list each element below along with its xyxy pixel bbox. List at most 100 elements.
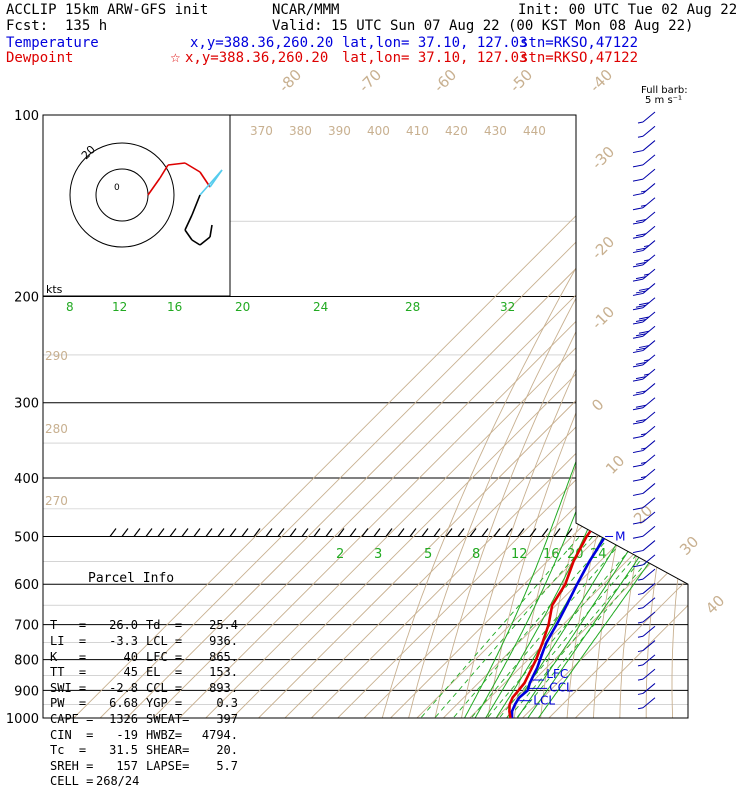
wind-barb (633, 483, 655, 495)
wind-barb-flag (633, 165, 643, 167)
theta-side-label: 290 (45, 349, 68, 363)
wind-barb (633, 283, 655, 295)
parcel-info-key: EL = (138, 665, 198, 681)
wind-barb-flag (633, 251, 643, 253)
parcel-info-value: 25.4 (198, 618, 238, 634)
wind-barb-flag (633, 279, 643, 281)
parcel-info-value: -2.8 (96, 681, 138, 697)
wind-barb-flag (633, 365, 643, 367)
hatch-mark (230, 528, 236, 536)
dewpoint-point (518, 690, 520, 692)
parcel-info-key: SREH = (50, 759, 96, 775)
wind-barb-flag (633, 393, 643, 395)
wind-barb (633, 526, 655, 538)
wind-barb (633, 398, 655, 410)
theta-label: 380 (289, 124, 312, 138)
theta-side-label: 280 (45, 422, 68, 436)
parcel-info-value: 1326 (96, 712, 138, 728)
temperature-point (556, 624, 558, 626)
dewpoint-point (586, 536, 588, 538)
dry-adiabat-line (566, 115, 740, 731)
dewpoint-point (510, 717, 512, 719)
dewpoint-point (612, 442, 614, 444)
wind-barb-half (638, 579, 643, 580)
wind-barb-half (638, 122, 643, 123)
pressure-tick-label: 600 (14, 578, 39, 593)
dewpoint-point (509, 704, 511, 706)
parcel-info-value: 4794. (198, 728, 238, 744)
wind-barb-staff (643, 126, 655, 136)
temperature-point (566, 604, 568, 606)
parcel-info-value: 893. (198, 681, 238, 697)
temperature-point (682, 354, 684, 356)
hatch-mark (218, 528, 224, 536)
level-marker-label: M (615, 529, 625, 543)
pressure-tick-label: 500 (14, 530, 39, 545)
wind-barb-flag (633, 265, 643, 267)
wind-barb-staff (643, 526, 655, 536)
wind-barb-half (638, 665, 643, 666)
temperature-point (546, 642, 548, 644)
wind-barb-staff (643, 183, 655, 193)
wind-barb-staff (643, 698, 655, 708)
dewpoint-point (512, 697, 514, 699)
dewpoint-point (606, 508, 608, 510)
hatch-mark (266, 528, 272, 536)
mixing-ratio-label: 3 (374, 547, 382, 562)
dewpoint-point (551, 604, 553, 606)
mixing-ratio-label: 5 (424, 547, 432, 562)
hatch-mark (302, 528, 308, 536)
isotherm-line (285, 115, 740, 718)
isotherm-label: -70 (355, 66, 385, 96)
parcel-info-value: 6.68 (96, 696, 138, 712)
wind-barb-staff (643, 155, 655, 165)
isotherm-line (575, 115, 740, 718)
hatch-mark (326, 528, 332, 536)
hatch-mark (110, 528, 116, 536)
wind-barb-flag (633, 465, 643, 467)
dry-adiabat-line (672, 115, 740, 731)
theta-label: 400 (367, 124, 390, 138)
wind-barb (633, 269, 655, 281)
wind-barb-flag (633, 536, 643, 538)
isotherm-label: -80 (275, 66, 305, 96)
wind-barb-half (638, 593, 643, 594)
dewpoint-point (509, 711, 511, 713)
wind-barb (633, 412, 655, 424)
wind-barb-half (638, 608, 643, 609)
temperature-point (539, 659, 541, 661)
wind-barb-staff (643, 398, 655, 408)
pressure-tick-label: 100 (14, 109, 39, 124)
hatch-mark (374, 528, 380, 536)
temperature-point (514, 704, 516, 706)
parcel-info-title: Parcel Info (50, 571, 238, 587)
wind-barb (633, 226, 655, 238)
wind-barb-half (638, 136, 643, 137)
wind-barb-half (638, 636, 643, 637)
dewpoint-point (717, 237, 719, 239)
wind-barb-staff (643, 441, 655, 451)
wind-barb-flag (633, 422, 643, 424)
theta-label: 390 (328, 124, 351, 138)
isotherm-line (179, 115, 740, 718)
moist-adiabat-label: 28 (405, 300, 420, 314)
pressure-tick-label: 900 (14, 684, 39, 699)
mixing-ratio-label: 8 (472, 547, 480, 562)
isotherm-line (443, 115, 740, 718)
mixing-ratio-label: 12 (511, 547, 528, 562)
dewpoint-point (637, 354, 639, 356)
wind-barb (633, 441, 655, 453)
wind-barb (633, 183, 655, 195)
parcel-info-value: 268/24 (96, 774, 138, 790)
dewpoint-point (535, 659, 537, 661)
isotherm-label: -50 (506, 66, 536, 96)
wind-barb-staff (643, 483, 655, 493)
dry-adiabat-line (722, 115, 740, 731)
dewpoint-point (615, 402, 617, 404)
